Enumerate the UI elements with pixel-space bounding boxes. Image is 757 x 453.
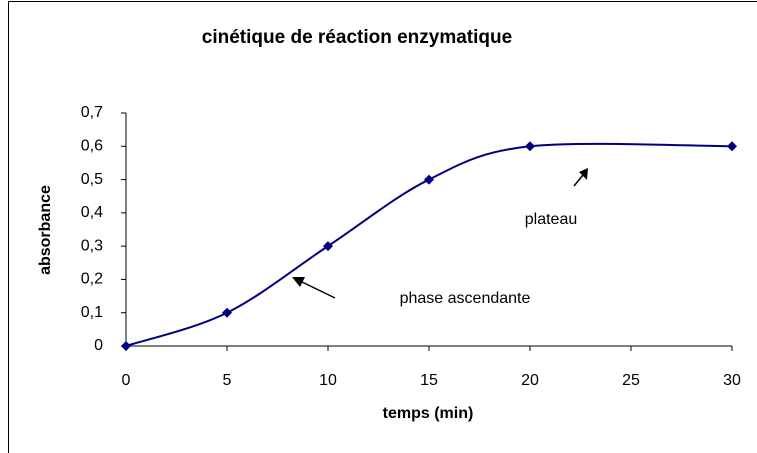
marker — [424, 174, 434, 185]
marker — [222, 307, 232, 318]
chart-frame — [8, 1, 757, 453]
y-tick-label: 0,1 — [81, 304, 103, 321]
y-tick-label: 0,5 — [81, 171, 103, 188]
y-tick-label: 0,2 — [81, 271, 103, 288]
arrow — [573, 168, 588, 187]
y-tick-label: 0,3 — [81, 237, 103, 254]
x-tick-label: 5 — [223, 372, 232, 389]
x-axis-label: temps (min) — [383, 405, 474, 422]
x-tick-label: 10 — [319, 372, 337, 389]
marker — [727, 141, 737, 152]
x-tick-label: 0 — [122, 372, 131, 389]
annotation: phase ascendante — [400, 290, 531, 307]
x-tick-label: 30 — [723, 372, 741, 389]
x-tick-label: 25 — [622, 372, 640, 389]
annotation: plateau — [525, 211, 578, 228]
marker — [121, 341, 131, 351]
y-tick-label: 0,4 — [81, 204, 103, 221]
y-tick-label: 0,6 — [81, 138, 103, 155]
marker — [323, 241, 333, 252]
arrow — [292, 277, 336, 299]
y-tick-label: 0 — [94, 337, 103, 354]
x-tick-label: 15 — [420, 372, 438, 389]
chart-title: cinétique de réaction enzymatique — [202, 27, 512, 48]
x-tick-label: 20 — [521, 372, 539, 389]
y-tick-label: 0,7 — [81, 104, 103, 121]
y-axis-label: absorbance — [37, 185, 54, 275]
marker — [525, 141, 535, 152]
